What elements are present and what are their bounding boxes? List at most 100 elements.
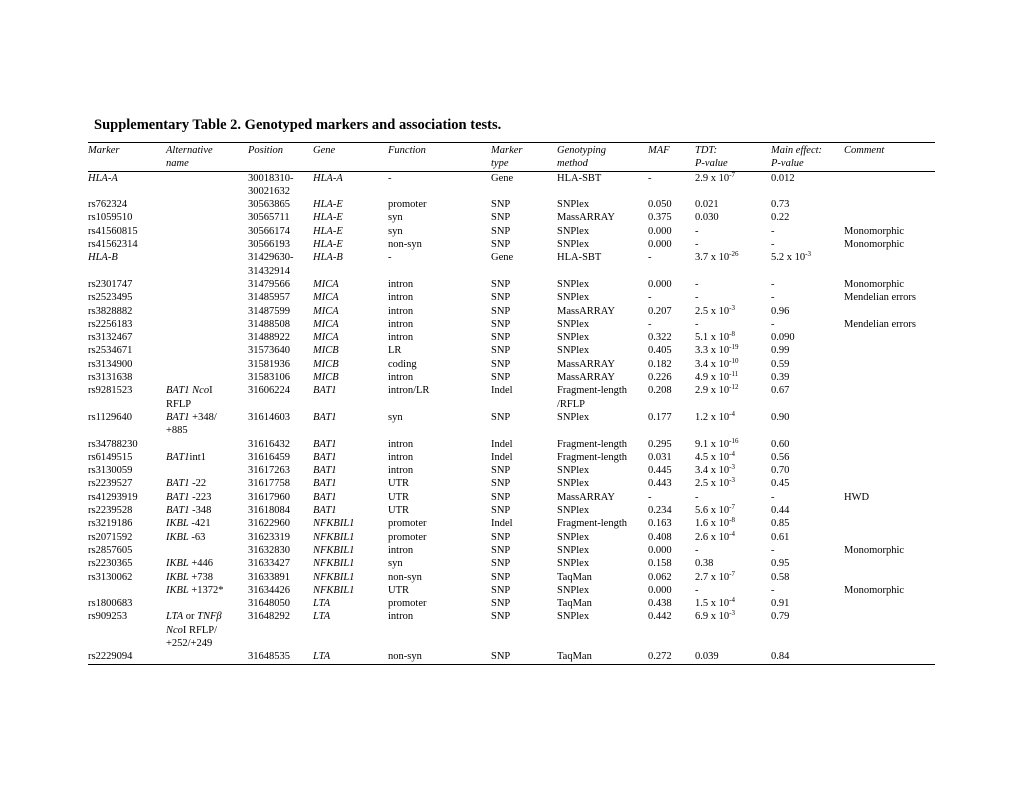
cell-text: rs9281523 [88, 385, 133, 397]
cell-text: TaqMan [557, 571, 592, 583]
maf-cell: 0.163 [648, 517, 695, 530]
cell-text: 0.272 [648, 651, 672, 663]
alt-name-cell: LTA or TNFβ NcoI RFLP/ +252/+249 [166, 610, 248, 650]
text-run: BAT1 [166, 505, 190, 517]
cell-text: 0.012 [771, 172, 795, 184]
cell-text: SNP [491, 571, 511, 583]
cell-text: rs762324 [88, 199, 128, 211]
cell-text: - [695, 292, 699, 304]
text-run: IKBL [166, 518, 189, 530]
comment-cell [844, 251, 935, 278]
cell-text: 0.000 [648, 544, 672, 556]
cell-text: 0.000 [648, 239, 672, 251]
mantissa: 2.5 x 10 [695, 478, 730, 490]
text-run: BAT1 [166, 451, 190, 463]
function-cell: intron/LR [388, 384, 491, 411]
cell-text: NFKBIL1 [313, 584, 355, 596]
header-line: Alternative [166, 145, 213, 156]
comment-cell [844, 464, 935, 477]
cell-text: - [695, 278, 699, 290]
main-p-cell: 0.22 [771, 211, 844, 224]
method-cell: SNPlex [557, 331, 648, 344]
maf-cell: 0.408 [648, 531, 695, 544]
tdt-p-cell: 2.9 x 10-12 [695, 384, 771, 411]
method-cell: SNPlex [557, 291, 648, 304]
cell-text: 0.375 [648, 212, 672, 224]
tdt-p-cell: - [695, 491, 771, 504]
marker-type-cell: SNP [491, 531, 557, 544]
marker-type-cell: SNP [491, 344, 557, 357]
cell-text: HWD [844, 491, 870, 503]
gene-cell: NFKBIL1 [313, 517, 388, 530]
marker-cell: HLA-B [88, 251, 166, 278]
cell-text: rs2857605 [88, 544, 133, 556]
cell-text: MassARRAY [557, 305, 615, 317]
position-cell: 31648050 [248, 597, 313, 610]
marker-cell: rs3132467 [88, 331, 166, 344]
comment-cell [844, 411, 935, 438]
cell-text: NFKBIL1 [313, 544, 355, 556]
position-cell: 31618084 [248, 504, 313, 517]
gene-cell: NFKBIL1 [313, 544, 388, 557]
main-p-cell: 0.84 [771, 650, 844, 664]
exponent: -4 [729, 449, 735, 458]
marker-type-cell: Indel [491, 438, 557, 451]
cell-text: SNP [491, 584, 511, 596]
cell-text: MassARRAY [557, 358, 615, 370]
marker-cell: rs1800683 [88, 597, 166, 610]
cell-text: HLA-A [313, 172, 343, 184]
alt-name-cell [166, 238, 248, 251]
cell-text: SNP [491, 318, 511, 330]
table-row: HLA-A 30018310-30021632 HLA-A - Gene HLA-SBT -… [88, 171, 935, 198]
tdt-p-cell: - [695, 291, 771, 304]
cell-text: Fragment-length /RFLP [557, 385, 627, 410]
header-line: Marker [491, 145, 523, 156]
function-cell: intron [388, 610, 491, 650]
table-row: rs1800683 31648050 LTA promoter SNP TaqMan 0.4… [88, 597, 935, 610]
position-cell: 30566193 [248, 238, 313, 251]
cell-text: rs2534671 [88, 345, 133, 357]
table: Marker Alternative name Position Gene Functio… [88, 142, 935, 665]
cell-text: 31616432 [248, 438, 290, 450]
column-header: Genotyping method [557, 143, 648, 172]
cell-text: 30018310-30021632 [248, 172, 294, 197]
table-row: rs2534671 31573640 MICB LR SNP SNPlex 0.405 3.3… [88, 344, 935, 357]
marker-cell: rs1129640 [88, 411, 166, 438]
maf-cell: 0.405 [648, 344, 695, 357]
cell-text: Fragment-length [557, 438, 627, 450]
comment-cell [844, 597, 935, 610]
marker-cell: rs34788230 [88, 438, 166, 451]
cell-text: SNPlex [557, 278, 590, 290]
table-title: Supplementary Table 2. Genotyped markers… [94, 117, 502, 133]
position-cell: 31479566 [248, 278, 313, 291]
cell-text: - [771, 318, 775, 330]
cell-text: intron [388, 372, 414, 384]
cell-text: SNP [491, 611, 511, 623]
marker-type-cell: SNP [491, 491, 557, 504]
method-cell: SNPlex [557, 318, 648, 331]
comment-cell [844, 451, 935, 464]
main-p-cell: 0.99 [771, 344, 844, 357]
marker-cell: rs3828882 [88, 305, 166, 318]
cell-text: SNPlex [557, 239, 590, 251]
table-row: rs2229094 31648535 LTA non-syn SNP TaqMan 0.27… [88, 650, 935, 665]
cell-text: 31648535 [248, 651, 290, 663]
function-cell: intron [388, 278, 491, 291]
mantissa: 5.6 x 10 [695, 505, 730, 517]
cell-text: Fragment-length [557, 451, 627, 463]
cell-text: non-syn [388, 239, 422, 251]
mantissa: 2.6 x 10 [695, 531, 730, 543]
marker-type-cell: SNP [491, 305, 557, 318]
marker-type-cell: Indel [491, 384, 557, 411]
cell-text: 30563865 [248, 199, 290, 211]
cell-text: 30566193 [248, 239, 290, 251]
cell-text: 0.050 [648, 199, 672, 211]
cell-text: rs41293919 [88, 491, 138, 503]
cell-text: Monomorphic [844, 278, 905, 290]
position-cell: 31488508 [248, 318, 313, 331]
text-run: BAT1 Nco [166, 385, 210, 397]
cell-text: promoter [388, 531, 427, 543]
header-line: MAF [648, 145, 670, 156]
marker-cell: rs41560815 [88, 225, 166, 238]
cell-text: 0.226 [648, 372, 672, 384]
